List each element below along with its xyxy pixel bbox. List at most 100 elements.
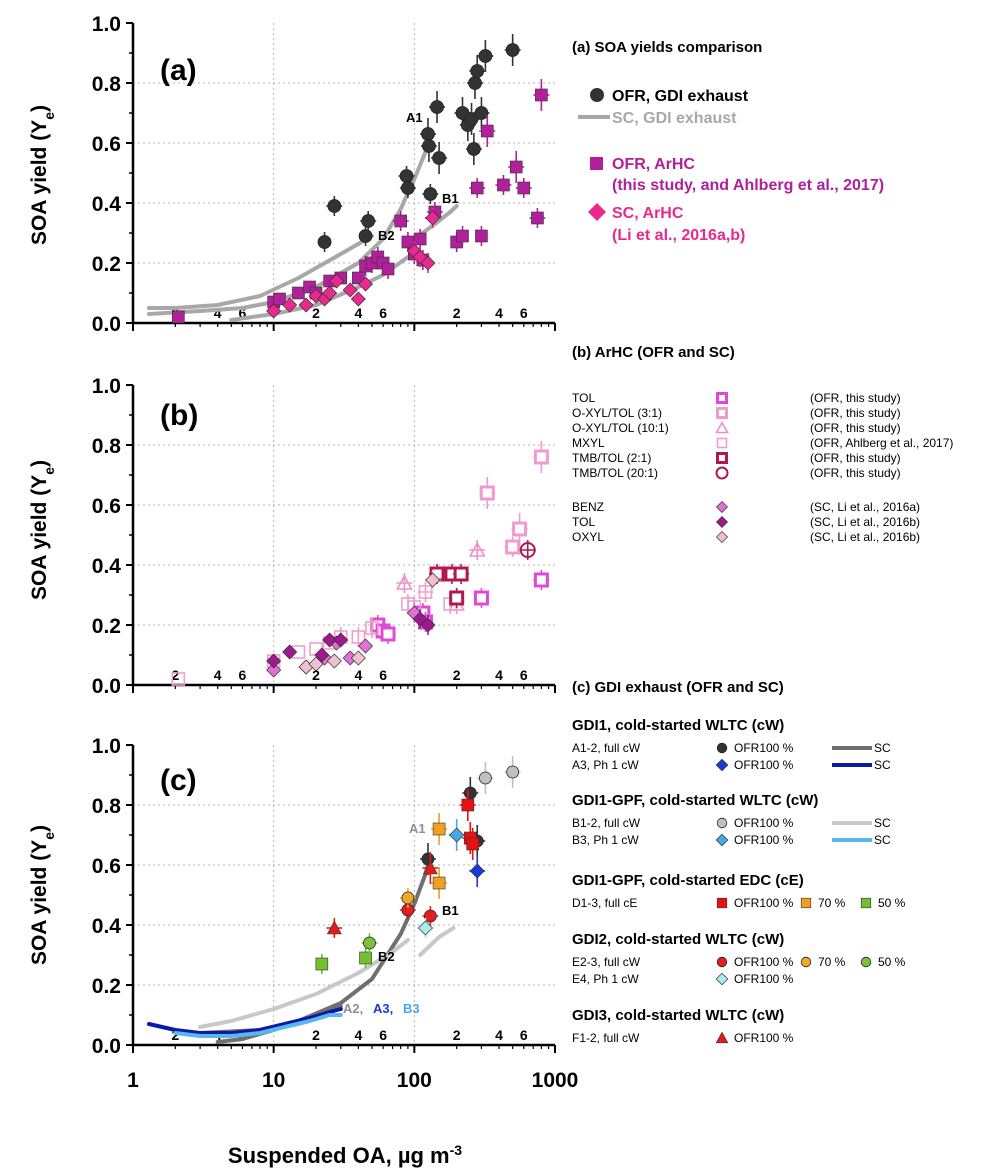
legend-label-ofr-gdi: OFR, GDI exhaust bbox=[612, 88, 749, 105]
panel-label-a: (a) bbox=[160, 54, 197, 87]
series-line bbox=[412, 204, 459, 241]
x-minor-tick-label: 6 bbox=[520, 667, 528, 683]
data-point bbox=[505, 43, 520, 57]
data-point bbox=[423, 909, 437, 923]
panel-a-series bbox=[147, 34, 550, 324]
data-point bbox=[517, 181, 531, 195]
data-point bbox=[418, 585, 433, 599]
legend-c-marker-label: OFR100 % bbox=[734, 833, 794, 847]
data-point bbox=[358, 638, 374, 654]
legend-c-line-label: SC bbox=[874, 758, 891, 772]
data-point bbox=[531, 211, 544, 225]
data-point bbox=[535, 88, 548, 102]
data-point bbox=[266, 303, 282, 319]
annotation-b2-panel-c: B2 bbox=[378, 949, 395, 964]
legend-c-marker bbox=[860, 956, 872, 968]
y-tick-label: 0.4 bbox=[92, 193, 122, 216]
data-point bbox=[461, 798, 475, 812]
legend-panel-c: GDI1, cold-started WLTC (cW) A1-2, full c… bbox=[572, 717, 906, 1045]
y-tick-label: 0.4 bbox=[92, 555, 122, 578]
series-line bbox=[147, 132, 433, 316]
data-point bbox=[350, 650, 366, 666]
y-tick-label: 1.0 bbox=[92, 375, 121, 398]
y-tick-label: 0.6 bbox=[92, 133, 121, 156]
legend-b-marker bbox=[715, 466, 729, 480]
x-minor-tick-label: 2 bbox=[312, 1027, 320, 1043]
legend-b-name: OXYL bbox=[572, 530, 604, 544]
data-point bbox=[480, 124, 494, 138]
data-point bbox=[342, 282, 358, 298]
data-point bbox=[327, 199, 342, 213]
legend-c-marker-label: OFR100 % bbox=[734, 816, 794, 830]
legend-c-marker bbox=[860, 897, 872, 909]
corner-label-a3: A3, bbox=[373, 1001, 393, 1016]
x-minor-tick-label: 4 bbox=[495, 305, 503, 321]
panel-b-series bbox=[171, 441, 550, 686]
legend-b-source: (SC, Li et al., 2016a) bbox=[810, 500, 920, 514]
data-point bbox=[333, 632, 349, 648]
legend-b-name: O-XYL/TOL (10:1) bbox=[572, 421, 669, 435]
data-point bbox=[506, 765, 520, 779]
data-point bbox=[266, 662, 282, 678]
legend-b-marker bbox=[716, 501, 728, 513]
y-tick-label: 0.2 bbox=[92, 253, 121, 276]
series-line bbox=[173, 1013, 343, 1038]
corner-label-b3: B3 bbox=[403, 1001, 420, 1016]
legend-c-row-name: E4, Ph 1 cW bbox=[572, 972, 639, 986]
x-minor-tick-label: 6 bbox=[379, 1027, 387, 1043]
x-minor-tick-label: 4 bbox=[214, 667, 222, 683]
legend-c-row-name: B3, Ph 1 cW bbox=[572, 833, 639, 847]
y-axis-label-b: SOA yield (Ye) bbox=[28, 460, 57, 600]
data-point bbox=[432, 822, 446, 836]
legend-c-marker-label: OFR100 % bbox=[734, 972, 794, 986]
data-point bbox=[396, 574, 413, 590]
data-point bbox=[420, 255, 436, 271]
x-minor-tick-label: 4 bbox=[354, 1027, 362, 1043]
y-tick-label: 0.0 bbox=[92, 675, 121, 698]
y-tick-label: 0.2 bbox=[92, 975, 121, 998]
data-point bbox=[466, 142, 481, 156]
data-point bbox=[469, 863, 485, 879]
legend-c-marker-label: 50 % bbox=[878, 896, 906, 910]
x-tick-label: 1 bbox=[127, 1069, 139, 1092]
panel-b-title: (b) ArHC (OFR and SC) bbox=[572, 344, 735, 361]
panel-b-plot-area bbox=[133, 385, 555, 685]
legend-b-source: (OFR, this study) bbox=[810, 466, 901, 480]
data-point bbox=[453, 566, 469, 582]
data-point bbox=[298, 297, 314, 313]
data-point bbox=[380, 626, 396, 642]
x-minor-tick-label: 2 bbox=[453, 305, 461, 321]
legend-b-marker bbox=[716, 392, 728, 404]
data-point bbox=[425, 210, 441, 226]
data-point bbox=[326, 920, 342, 935]
panel-a-plot-area bbox=[133, 23, 555, 323]
legend-c-marker-label: OFR100 % bbox=[734, 1031, 794, 1045]
legend-label-sc-gdi: SC, GDI exhaust bbox=[612, 110, 737, 127]
legend-c-marker bbox=[715, 833, 729, 847]
data-point bbox=[351, 630, 366, 644]
x-minor-tick-label: 2 bbox=[312, 305, 320, 321]
data-point bbox=[329, 273, 345, 289]
data-point bbox=[400, 181, 415, 195]
legend-label-sc-arhc-source: (Li et al., 2016a,b) bbox=[612, 227, 745, 244]
legend-panel-b: TOL (OFR, this study) O-XYL/TOL (3:1) (OFR,… bbox=[572, 391, 953, 544]
legend-c-marker bbox=[716, 897, 728, 909]
legend-marker-ofr-gdi bbox=[590, 88, 604, 102]
data-point bbox=[466, 837, 480, 851]
legend-c-marker bbox=[716, 956, 728, 968]
y-tick-label: 0.8 bbox=[92, 435, 122, 458]
data-point bbox=[432, 876, 446, 890]
legend-c-marker bbox=[800, 897, 812, 909]
data-point bbox=[314, 647, 330, 663]
legend-b-source: (OFR, this study) bbox=[810, 391, 901, 405]
x-minor-tick-label: 2 bbox=[453, 667, 461, 683]
legend-c-marker bbox=[715, 972, 729, 986]
data-point bbox=[421, 127, 435, 141]
x-minor-tick-label: 6 bbox=[520, 305, 528, 321]
y-tick-label: 0.0 bbox=[92, 1035, 121, 1058]
data-point bbox=[449, 827, 465, 843]
legend-c-row-name: D1-3, full cE bbox=[572, 896, 637, 910]
legend-c-marker-label: OFR100 % bbox=[734, 741, 794, 755]
data-point bbox=[470, 181, 484, 195]
data-point bbox=[326, 653, 342, 669]
